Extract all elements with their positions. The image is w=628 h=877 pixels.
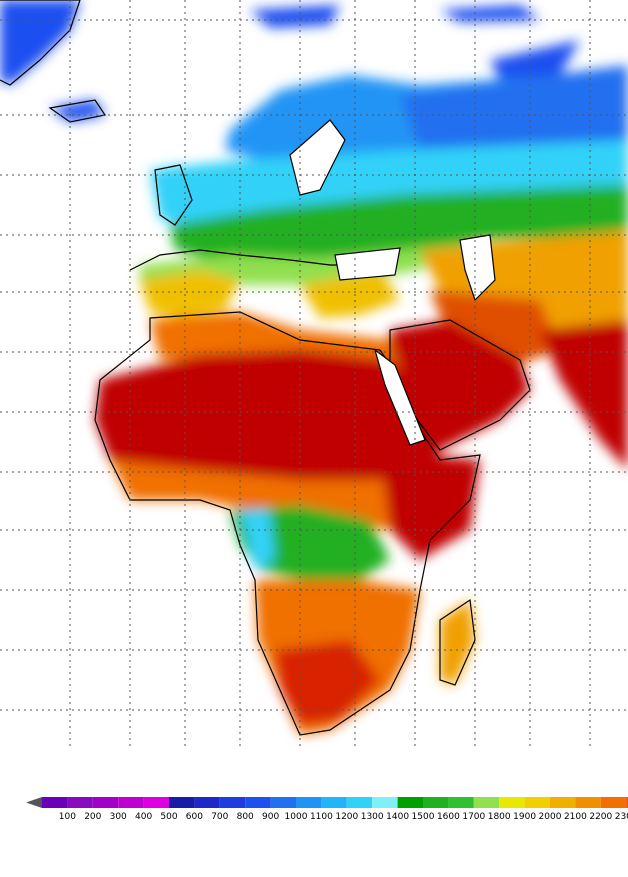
baltic-coast (289, 119, 346, 196)
iberia-region (140, 270, 240, 318)
legend-swatch (448, 797, 474, 808)
legend-swatch (397, 797, 423, 808)
legend-label: 300 (110, 812, 127, 822)
legend-label: 1000 (285, 812, 308, 822)
novaya-region (490, 40, 580, 80)
legend-swatch (245, 797, 271, 808)
legend-swatch (524, 797, 550, 808)
legend-label: 400 (135, 812, 152, 822)
c-europe-region (170, 185, 628, 262)
caspian-coast (459, 234, 496, 302)
legend-swatch (143, 797, 169, 808)
siberia-region (400, 65, 628, 150)
legend-label: 700 (211, 812, 228, 822)
legend-swatch (321, 797, 347, 808)
legend-label: 1300 (361, 812, 384, 822)
legend-label: 1700 (462, 812, 485, 822)
legend-swatch (550, 797, 576, 808)
uk-coast (154, 164, 193, 226)
greenland-coast (0, 0, 81, 86)
legend-swatch (118, 797, 144, 808)
legend-swatch (473, 797, 500, 808)
legend-label: 1100 (310, 812, 333, 822)
legend-label: 2100 (564, 812, 587, 822)
legend-swatch (600, 797, 627, 808)
congo-coast-region (240, 510, 275, 570)
legend-swatch (92, 797, 119, 808)
black-sea-coast (334, 247, 401, 281)
iceland-coast (48, 99, 106, 123)
color-legend: 100 200 300 400 500 600 700 800 900 1000 1100 1200 1… (26, 797, 628, 822)
legend-swatch (575, 797, 601, 808)
legend-label: 100 (59, 812, 76, 822)
legend-swatch (194, 797, 220, 808)
graticule (0, 0, 628, 748)
legend-swatch (270, 797, 296, 808)
legend-label: 2000 (539, 812, 562, 822)
uk-region (155, 165, 192, 225)
iceland-region (50, 100, 105, 122)
legend-swatch (169, 797, 195, 808)
greenland-region (0, 0, 80, 85)
legend-label: 2200 (589, 812, 612, 822)
legend-label: 200 (84, 812, 101, 822)
arctic-island-2 (440, 5, 540, 22)
coastlines (0, 0, 531, 736)
legend-swatch (67, 797, 93, 808)
legend-swatch (372, 797, 398, 808)
sahel-region (110, 460, 470, 530)
india-region (540, 320, 628, 470)
arctic-islands-region (250, 5, 340, 28)
balkans-region (300, 270, 400, 318)
horn-region (380, 450, 480, 560)
legend-label: 500 (160, 812, 177, 822)
madagascar-coast (439, 598, 476, 686)
madagascar-region (440, 600, 475, 685)
legend-label: 1800 (488, 812, 511, 822)
legend-label: 1400 (386, 812, 409, 822)
legend-swatch (499, 797, 525, 808)
iran-region (430, 290, 560, 370)
legend-label: 2300 (615, 812, 628, 822)
legend-swatch (346, 797, 373, 808)
legend-label: 1600 (437, 812, 460, 822)
legend-swatch (296, 797, 322, 808)
legend-label: 1900 (513, 812, 536, 822)
legend-label: 600 (186, 812, 203, 822)
kalahari-region (275, 640, 380, 725)
legend-swatch (626, 797, 628, 808)
legend-swatch (42, 797, 68, 808)
legend-label: 1200 (335, 812, 358, 822)
sahara-region (95, 350, 440, 480)
red-sea-coast (373, 348, 426, 446)
n-europe-region (150, 140, 628, 225)
legend-label: 800 (237, 812, 254, 822)
legend-label: 1500 (412, 812, 435, 822)
land-fields (0, 0, 628, 735)
legend-swatch (423, 797, 449, 808)
legend-swatch (219, 797, 246, 808)
legend-label: 900 (262, 812, 279, 822)
legend-left-arrow (26, 797, 42, 808)
